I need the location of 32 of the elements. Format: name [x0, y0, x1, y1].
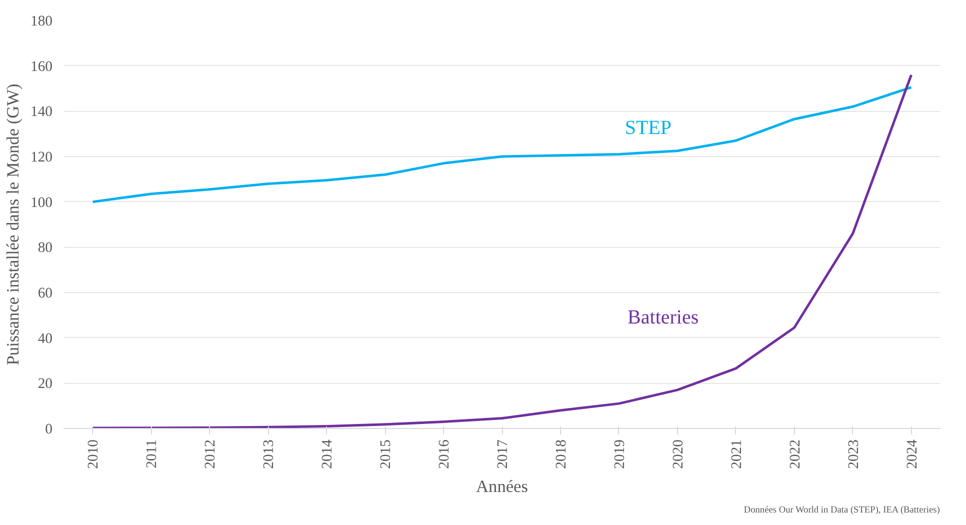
y-tick-label: 160 — [30, 58, 52, 75]
x-tick-label: 2019 — [612, 440, 628, 469]
x-tick-label: 2023 — [846, 440, 862, 469]
y-tick-label: 0 — [45, 422, 52, 438]
y-tick-label: 180 — [30, 14, 52, 30]
x-tick-label: 2024 — [904, 438, 920, 469]
x-tick-label: 2020 — [670, 440, 686, 469]
line-series — [91, 74, 913, 428]
x-tick-label: 2021 — [728, 440, 745, 469]
x-tick-label: 2017 — [495, 440, 511, 469]
series-label: STEP — [624, 116, 672, 139]
y-tick-label: 120 — [30, 150, 52, 166]
x-tick-label: 2013 — [261, 440, 278, 469]
x-tick-label: 2012 — [202, 440, 219, 469]
y-tick-label: 140 — [30, 104, 52, 120]
y-axis-title: Puissance installée dans le Monde (GW) — [4, 84, 23, 366]
x-tick-label: 2016 — [436, 440, 453, 469]
text: Batteries — [628, 306, 699, 328]
line-series — [91, 86, 913, 204]
x-tick-label: 2010 — [86, 440, 102, 469]
y-tick-label: 20 — [38, 376, 52, 392]
x-tick-label: 2014 — [320, 438, 336, 469]
text: Données Our World in Data (STEP), IEA (Batteries) — [744, 506, 940, 516]
x-axis-title: Années — [476, 476, 528, 496]
x-tick-label: 2011 — [144, 439, 160, 468]
y-tick-label: 40 — [38, 330, 52, 347]
x-tick-label: 2022 — [787, 440, 804, 469]
y-tick-label: 80 — [38, 240, 52, 256]
x-tick-label: 2015 — [378, 440, 394, 469]
y-tick-label: 100 — [30, 194, 52, 211]
x-tick-label: 2018 — [553, 440, 570, 469]
y-tick-label: 60 — [38, 286, 52, 302]
